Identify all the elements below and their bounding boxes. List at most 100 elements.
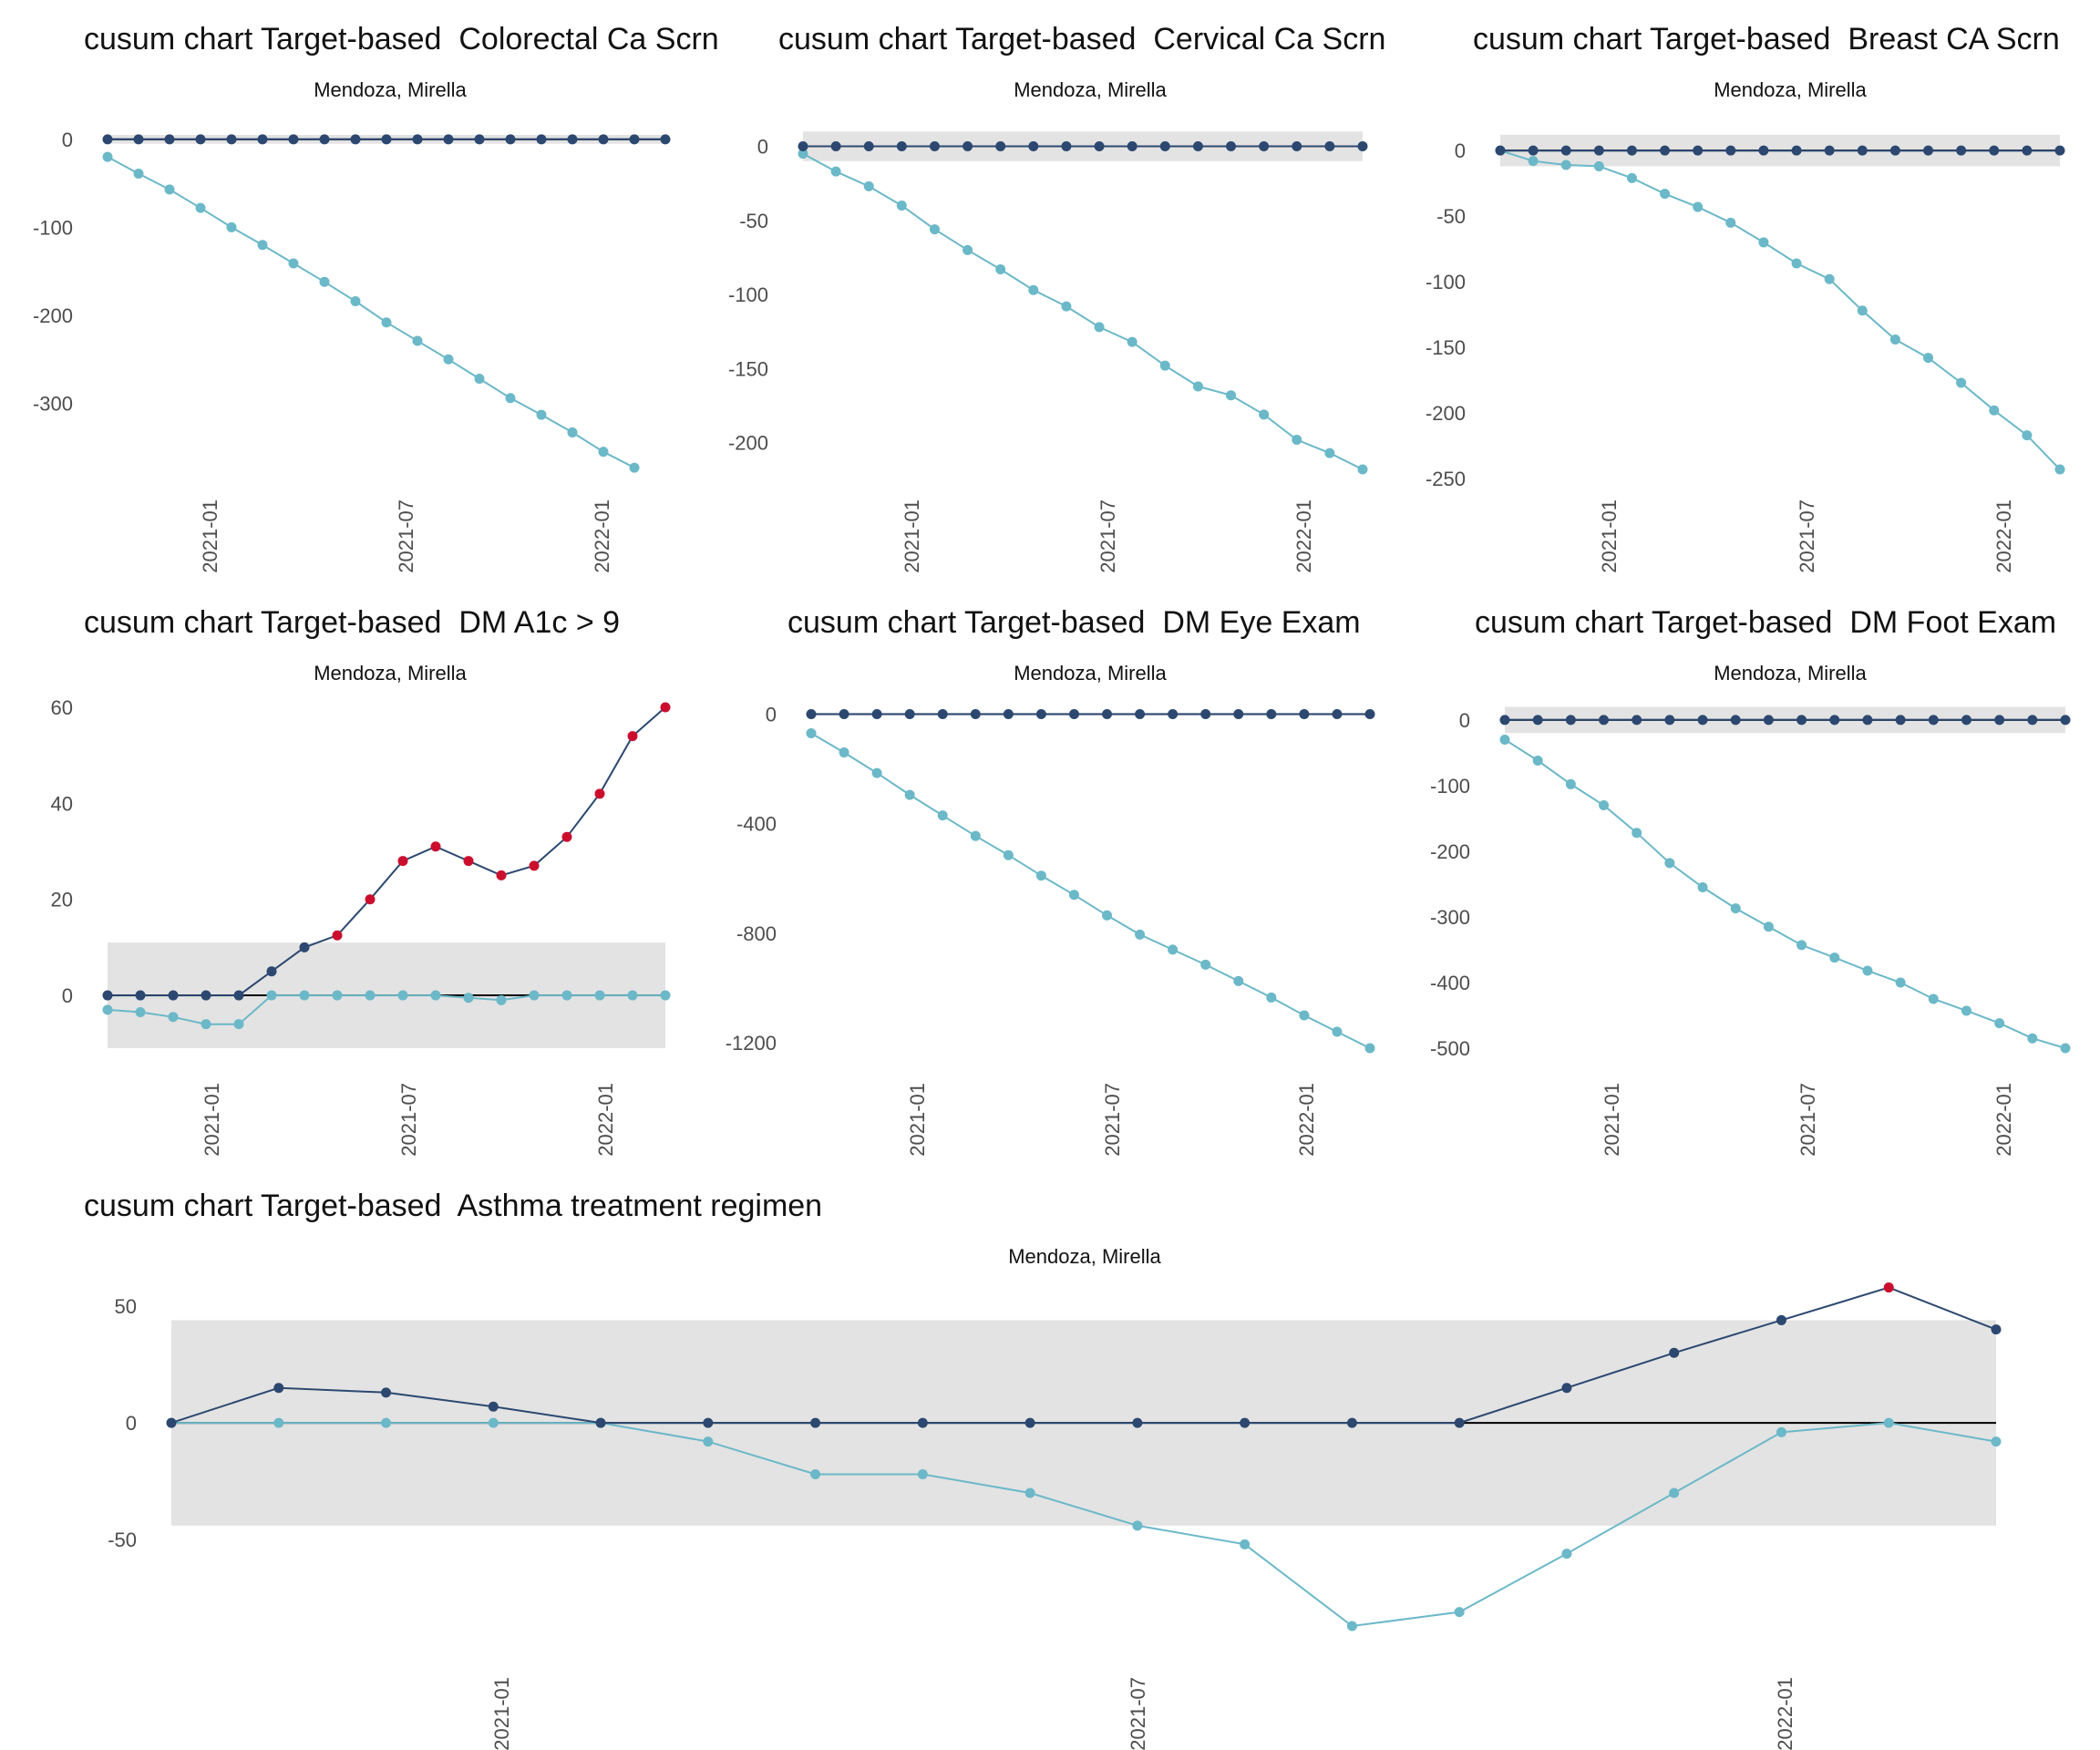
lower-cusum-line: [1504, 738, 2066, 1049]
upper-cusum-point: [1796, 715, 1807, 726]
lower-cusum-point: [1226, 390, 1237, 401]
upper-cusum-point: [168, 990, 179, 1001]
upper-cusum-point: [1994, 715, 2005, 726]
lower-cusum-point: [381, 317, 392, 328]
y-tick-label: 0: [1455, 139, 1466, 162]
lower-cusum-line: [1499, 149, 2061, 470]
x-tick-label: 2021-01: [906, 1083, 929, 1157]
lower-cusum-point: [1132, 1520, 1143, 1531]
upper-cusum-point: [1192, 141, 1203, 152]
lower-cusum-point: [505, 393, 516, 404]
lower-cusum-point: [1626, 172, 1637, 183]
lower-cusum-point: [1240, 1539, 1251, 1549]
lower-cusum-point: [2054, 464, 2065, 475]
lower-cusum-point: [233, 1019, 244, 1030]
y-tick-label: -500: [1430, 1037, 1470, 1060]
upper-cusum-point: [1758, 145, 1769, 156]
lower-cusum-point: [1024, 1488, 1035, 1498]
upper-cusum-point: [463, 856, 474, 867]
chart-title: cusum chart Target-based Asthma treatmen…: [84, 1189, 823, 1223]
upper-cusum-point: [1495, 145, 1506, 156]
y-tick-label: -300: [1430, 906, 1470, 929]
upper-cusum-point: [365, 894, 376, 905]
lower-cusum-point: [463, 993, 474, 1004]
lower-cusum-point: [830, 166, 841, 177]
upper-cusum-point: [102, 134, 113, 145]
upper-cusum-point: [1127, 141, 1138, 152]
upper-cusum-point: [488, 1401, 499, 1412]
upper-cusum-point: [273, 1383, 284, 1394]
lower-cusum-point: [1528, 156, 1539, 167]
lower-cusum-line: [810, 732, 1371, 1049]
upper-cusum-point: [1857, 145, 1868, 156]
upper-cusum-point: [567, 134, 578, 145]
upper-cusum-point: [1364, 709, 1375, 720]
lower-cusum-point: [1961, 1005, 1971, 1016]
upper-cusum-point: [1061, 141, 1072, 152]
y-tick-label: -400: [1430, 972, 1470, 994]
upper-cusum-point: [904, 709, 915, 720]
lower-cusum-point: [1994, 1018, 2005, 1029]
upper-cusum-point: [381, 1387, 392, 1398]
lower-cusum-point: [1599, 799, 1610, 810]
lower-cusum-line: [802, 152, 1364, 470]
upper-cusum-point: [1763, 715, 1774, 726]
upper-cusum-point: [594, 788, 605, 799]
upper-cusum-point: [2022, 145, 2033, 156]
lower-cusum-point: [1364, 1043, 1375, 1054]
upper-cusum-point: [595, 1417, 606, 1428]
upper-cusum-point: [299, 942, 310, 952]
lower-cusum-point: [319, 276, 330, 287]
lower-cusum-point: [273, 1417, 284, 1428]
upper-cusum-point: [1292, 141, 1302, 152]
lower-cusum-point: [1028, 284, 1039, 295]
upper-cusum-point: [133, 134, 144, 145]
upper-cusum-point: [1102, 709, 1113, 720]
chart-svg: 0 -50 -100 -150 -200 2021-01 2021-07 2022-01: [728, 131, 1368, 573]
upper-cusum-line: [108, 706, 666, 997]
y-tick-label: -1200: [726, 1032, 777, 1055]
chart-svg: 0 -100 -200 -300 2021-01 2021-07 2022-01: [33, 129, 671, 573]
y-tick-label: -200: [1430, 840, 1470, 863]
upper-cusum-point: [164, 134, 175, 145]
upper-cusum-point: [430, 841, 441, 852]
upper-cusum-point: [1168, 709, 1179, 720]
upper-cusum-point: [627, 731, 638, 742]
lower-cusum-point: [1357, 464, 1368, 475]
upper-cusum-point: [1829, 715, 1840, 726]
lower-cusum-point: [1991, 1436, 2002, 1447]
lower-cusum-point: [594, 990, 605, 1001]
upper-cusum-point: [1889, 145, 1900, 156]
lower-cusum-point: [529, 990, 540, 1001]
lower-cusum-point: [1989, 405, 2000, 416]
y-tick-label: -100: [1430, 775, 1470, 798]
upper-cusum-point: [2027, 715, 2038, 726]
chart-title: cusum chart Target-based DM Eye Exam: [788, 605, 1361, 640]
upper-cusum-point: [1240, 1417, 1251, 1428]
upper-cusum-point: [1989, 145, 2000, 156]
lower-cusum-point: [288, 258, 299, 269]
upper-cusum-point: [798, 141, 808, 152]
lower-cusum-point: [962, 244, 973, 255]
upper-cusum-point: [1024, 1417, 1035, 1428]
y-tick-label: 0: [62, 129, 73, 151]
y-tick-label: 60: [51, 696, 73, 719]
upper-cusum-point: [896, 141, 907, 152]
lower-cusum-point: [1829, 952, 1840, 963]
lower-cusum-point: [1200, 959, 1211, 970]
lower-cusum-point: [937, 810, 948, 821]
upper-cusum-point: [1132, 1417, 1143, 1428]
upper-cusum-point: [266, 966, 277, 977]
lower-cusum-point: [1883, 1417, 1894, 1428]
upper-cusum-point: [319, 134, 330, 145]
lower-cusum-point: [1159, 360, 1170, 371]
x-tick-label: 2021-01: [901, 499, 923, 573]
lower-cusum-line: [107, 994, 665, 1025]
lower-cusum-point: [1664, 858, 1675, 869]
lower-cusum-point: [164, 184, 175, 195]
lower-cusum-point: [381, 1417, 392, 1428]
lower-cusum-point: [226, 221, 237, 232]
lower-cusum-point: [1956, 377, 1967, 388]
lower-cusum-point: [1889, 334, 1900, 345]
y-tick-label: 50: [115, 1295, 137, 1318]
